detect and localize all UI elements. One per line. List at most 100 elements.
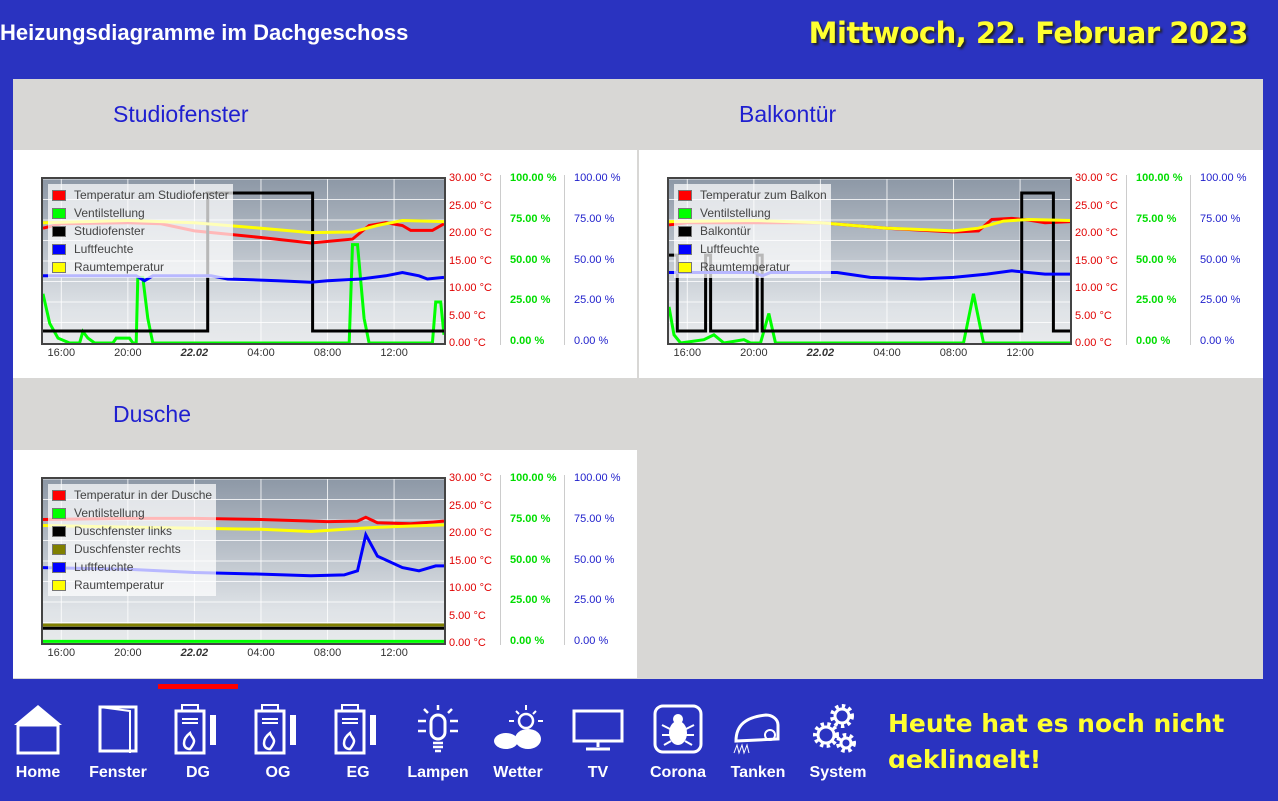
legend-item[interactable]: Luftfeuchte bbox=[52, 240, 229, 258]
legend-swatch bbox=[52, 225, 66, 237]
nav-label: Wetter bbox=[493, 764, 543, 781]
wetter-icon bbox=[478, 700, 558, 758]
nav-item-home[interactable]: Home bbox=[0, 700, 78, 782]
legend-item[interactable]: Raumtemperatur bbox=[678, 258, 827, 276]
temp-axis-label: 15.00 °C bbox=[1075, 254, 1118, 267]
x-tick-label: 04:00 bbox=[247, 647, 275, 659]
axis-divider bbox=[1126, 175, 1127, 345]
chart-body: Temperatur in der Dusche Ventilstellung Du… bbox=[13, 450, 637, 678]
nav-label: Home bbox=[15, 764, 61, 781]
nav-item-wetter[interactable]: Wetter bbox=[478, 700, 558, 782]
legend-swatch bbox=[52, 189, 66, 201]
legend-label: Raumtemperatur bbox=[700, 260, 791, 274]
nav-item-og[interactable]: OG bbox=[238, 700, 318, 782]
legend-label: Balkontür bbox=[700, 224, 751, 238]
valve-axis-label: 75.00 % bbox=[510, 512, 551, 525]
x-tick-label: 12:00 bbox=[380, 347, 408, 359]
legend-swatch bbox=[678, 243, 692, 255]
temp-axis-label: 30.00 °C bbox=[449, 172, 492, 184]
legend-swatch bbox=[52, 507, 66, 519]
legend-item[interactable]: Balkontür bbox=[678, 222, 827, 240]
humidity-axis-label: 25.00 % bbox=[574, 294, 615, 307]
legend-item[interactable]: Luftfeuchte bbox=[678, 240, 827, 258]
nav-label: System bbox=[809, 764, 867, 781]
active-nav-indicator bbox=[158, 684, 238, 689]
x-tick-label: 22.02 bbox=[806, 347, 835, 359]
x-tick-label: 12:00 bbox=[380, 647, 408, 659]
legend-item[interactable]: Ventilstellung bbox=[52, 204, 229, 222]
humidity-axis-label: 0.00 % bbox=[1200, 335, 1235, 348]
temp-axis-label: 25.00 °C bbox=[1075, 199, 1118, 212]
valve-axis-label: 75.00 % bbox=[1136, 212, 1177, 225]
x-tick-label: 20:00 bbox=[114, 347, 142, 359]
temp-axis-label: 10.00 °C bbox=[1075, 282, 1118, 294]
valve-axis-label: 0.00 % bbox=[510, 335, 545, 348]
chart-body: Temperatur zum Balkon Ventilstellung Balko… bbox=[639, 150, 1263, 378]
legend-swatch bbox=[678, 189, 692, 201]
nav-item-eg[interactable]: EG bbox=[318, 700, 398, 782]
valve-axis-label: 75.00 % bbox=[510, 212, 551, 225]
temp-axis-label: 5.00 °C bbox=[449, 309, 486, 322]
temp-axis-label: 20.00 °C bbox=[449, 227, 492, 239]
legend-item[interactable]: Ventilstellung bbox=[52, 504, 212, 522]
legend-item[interactable]: Temperatur am Studiofenster bbox=[52, 186, 229, 204]
nav-item-fenster[interactable]: Fenster bbox=[78, 700, 158, 782]
legend-item[interactable]: Raumtemperatur bbox=[52, 576, 212, 594]
dg-icon bbox=[158, 700, 238, 758]
legend-label: Temperatur am Studiofenster bbox=[74, 188, 229, 202]
legend-item[interactable]: Duschfenster links bbox=[52, 522, 212, 540]
temp-axis-label: 0.00 °C bbox=[1075, 337, 1112, 349]
nav-item-tv[interactable]: TV bbox=[558, 700, 638, 782]
x-tick-label: 04:00 bbox=[873, 347, 901, 359]
system-icon bbox=[798, 700, 878, 758]
chart-plot: Temperatur in der Dusche Ventilstellung Du… bbox=[41, 477, 446, 645]
legend-swatch bbox=[52, 561, 66, 573]
nav-item-system[interactable]: System bbox=[798, 700, 878, 782]
legend-item[interactable]: Ventilstellung bbox=[678, 204, 827, 222]
chart-title: Dusche bbox=[13, 379, 637, 450]
temp-axis-label: 25.00 °C bbox=[449, 499, 492, 512]
legend-label: Luftfeuchte bbox=[700, 242, 760, 256]
x-tick-label: 08:00 bbox=[313, 347, 342, 359]
legend-swatch bbox=[52, 261, 66, 273]
temp-axis-label: 20.00 °C bbox=[449, 527, 492, 539]
current-date: Mittwoch, 22. Februar 2023 bbox=[808, 16, 1249, 50]
humidity-axis-label: 50.00 % bbox=[1200, 253, 1241, 266]
nav-item-corona[interactable]: Corona bbox=[638, 700, 718, 782]
nav-item-lampen[interactable]: Lampen bbox=[398, 700, 478, 782]
doorbell-status: Heute hat es noch nicht geklingelt! bbox=[888, 709, 1225, 768]
legend-swatch bbox=[678, 225, 692, 237]
corona-icon bbox=[638, 700, 718, 758]
humidity-axis-label: 0.00 % bbox=[574, 635, 609, 648]
legend-swatch bbox=[678, 207, 692, 219]
series-line-ventilstellung bbox=[43, 243, 444, 343]
legend-item[interactable]: Temperatur in der Dusche bbox=[52, 486, 212, 504]
home-icon bbox=[0, 700, 78, 758]
legend-swatch bbox=[52, 489, 66, 501]
nav-item-tanken[interactable]: Tanken bbox=[718, 700, 798, 782]
humidity-axis-label: 100.00 % bbox=[574, 472, 621, 484]
legend-item[interactable]: Duschfenster rechts bbox=[52, 540, 212, 558]
valve-axis-label: 25.00 % bbox=[510, 294, 551, 307]
x-tick-label: 08:00 bbox=[313, 647, 342, 659]
temp-axis-label: 0.00 °C bbox=[449, 337, 486, 349]
chart-body: Temperatur am Studiofenster Ventilstellun… bbox=[13, 150, 637, 378]
temp-axis-label: 10.00 °C bbox=[449, 582, 492, 594]
legend-swatch bbox=[52, 243, 66, 255]
nav-item-dg[interactable]: DG bbox=[158, 700, 238, 782]
page-title: Heizungsdiagramme im Dachgeschoss bbox=[0, 20, 409, 45]
temp-axis-label: 30.00 °C bbox=[449, 472, 492, 484]
legend-item[interactable]: Raumtemperatur bbox=[52, 258, 229, 276]
valve-axis-label: 50.00 % bbox=[510, 553, 551, 566]
temp-axis-label: 25.00 °C bbox=[449, 199, 492, 212]
legend-item[interactable]: Luftfeuchte bbox=[52, 558, 212, 576]
temp-axis-label: 15.00 °C bbox=[449, 554, 492, 567]
legend-label: Ventilstellung bbox=[700, 206, 771, 220]
legend-item[interactable]: Studiofenster bbox=[52, 222, 229, 240]
series-line-balkont-r bbox=[669, 191, 1070, 333]
nav-label: Lampen bbox=[407, 764, 469, 781]
legend-label: Duschfenster links bbox=[74, 524, 173, 538]
legend-label: Duschfenster rechts bbox=[74, 542, 181, 556]
legend-swatch bbox=[52, 543, 66, 555]
legend-item[interactable]: Temperatur zum Balkon bbox=[678, 186, 827, 204]
